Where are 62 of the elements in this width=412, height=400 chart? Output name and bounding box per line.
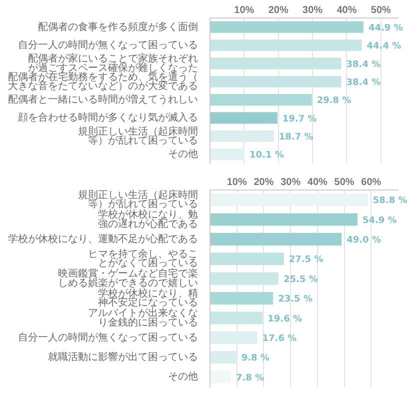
y-tick-label: その他	[168, 370, 198, 383]
bar	[210, 148, 245, 160]
bar	[210, 272, 278, 285]
bar	[210, 312, 263, 324]
data-label: 44.4 %	[366, 42, 402, 52]
data-label: 27.5 %	[288, 255, 324, 266]
x-tick-label: 60%	[361, 176, 382, 188]
bar	[210, 58, 342, 70]
x-tick-label: 50%	[334, 176, 354, 188]
data-label: 18.7 %	[278, 132, 314, 142]
bar	[210, 292, 274, 305]
bar	[210, 21, 364, 33]
data-label: 25.5 %	[283, 274, 318, 285]
bar	[210, 252, 284, 266]
bar	[210, 39, 362, 52]
bar	[210, 76, 342, 88]
data-label: 38.4 %	[346, 78, 381, 88]
bar	[210, 94, 312, 106]
data-label: 54.9 %	[362, 216, 397, 226]
y-tick-label: 就職活動に影響が出て困っている	[48, 351, 198, 364]
y-tick-label: その他	[168, 148, 198, 160]
x-tick-label: 30%	[280, 176, 301, 188]
x-tick-label: 20%	[254, 176, 274, 188]
data-label: 19.7 %	[282, 114, 317, 124]
y-tick-label: 配偶者の食事を作る頻度が多く面倒	[38, 20, 198, 33]
bar	[210, 112, 278, 124]
bar	[210, 331, 258, 344]
x-tick-label: 40%	[336, 4, 357, 16]
bar	[210, 213, 358, 226]
bar	[210, 232, 342, 246]
x-tick-label: 50%	[370, 4, 392, 16]
y-tick-label: 配偶者と一緒にいる時間が増えてうれしい	[8, 94, 198, 106]
y-tick-label: アルバイトが出来なくなり金銭的に困っている	[88, 307, 198, 328]
data-label: 9.8 %	[241, 354, 270, 364]
bar	[210, 370, 231, 384]
data-label: 19.6 %	[268, 314, 302, 324]
x-tick-label: 10%	[234, 4, 254, 16]
y-tick-label: 規則正しい生活（起床時間等）が乱れて困っている	[78, 188, 198, 210]
data-label: 17.6 %	[262, 334, 297, 344]
bar	[210, 130, 274, 142]
data-label: 44.9 %	[368, 23, 403, 34]
y-tick-label: 顔を合わせる時間が多くなり気が滅入る	[18, 112, 198, 124]
y-tick-label: 規則正しい生活（起床時間等）が乱れて困っている	[78, 125, 198, 146]
bar	[210, 194, 368, 206]
y-tick-label: 学校が休校になり、運動不足が心配である	[8, 232, 198, 245]
x-tick-label: 20%	[268, 4, 288, 16]
y-tick-label: 自分一人の時間が無くなって困っている	[18, 39, 198, 52]
data-label: 29.8 %	[316, 96, 352, 106]
data-label: 58.8 %	[372, 196, 408, 206]
x-tick-label: 10%	[226, 176, 247, 188]
y-tick-label: 学校が休校になり、勉強の遅れが心配である	[98, 208, 198, 230]
data-label: 38.4 %	[346, 60, 381, 70]
x-tick-label: 40%	[307, 176, 328, 188]
y-tick-label: 学校が休校になり、精神不安定になっている	[98, 287, 198, 309]
data-label: 7.8 %	[236, 373, 264, 384]
y-tick-label: ヒマを持て余し、やることがなくて困っている	[88, 248, 198, 270]
y-tick-label: 映画鑑賞・ゲームなど自宅で楽しめる娯楽ができるので嬉しい	[58, 268, 198, 289]
x-tick-label: 30%	[302, 4, 323, 16]
data-label: 49.0 %	[346, 236, 381, 246]
y-tick-label: 自分一人の時間が無くなって困っている	[18, 331, 198, 344]
data-label: 23.5 %	[278, 294, 312, 305]
data-label: 10.1 %	[250, 150, 284, 161]
